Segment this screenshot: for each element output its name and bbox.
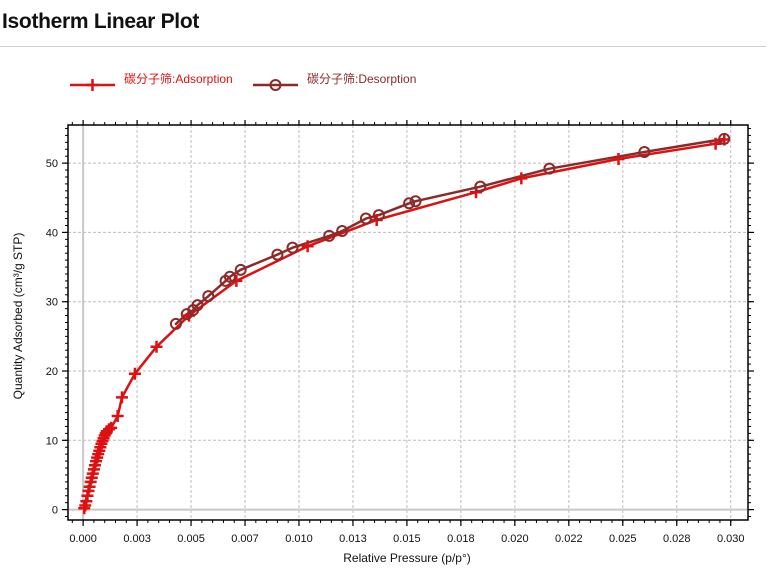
- x-axis-label: Relative Pressure (p/p°): [343, 551, 471, 565]
- page-title: Isotherm Linear Plot: [2, 10, 200, 33]
- y-tick-label: 10: [46, 435, 58, 447]
- adsorption-point: [115, 391, 128, 404]
- desorption-point: [543, 162, 556, 175]
- desorption-point: [638, 146, 651, 159]
- desorption-point: [180, 308, 193, 321]
- x-tick-label: 0.003: [123, 533, 151, 545]
- desorption-point: [718, 132, 731, 145]
- axis-ticks: [62, 120, 754, 526]
- x-tick-label: 0.028: [663, 533, 691, 545]
- legend-desorption-label: 碳分子筛:Desorption: [307, 71, 416, 86]
- adsorption-point: [128, 367, 141, 380]
- desorption-point: [271, 248, 284, 261]
- desorption-point: [202, 290, 215, 303]
- adsorption-point: [301, 240, 314, 253]
- isotherm-chart: 碳分子筛:Adsorption 碳分子筛:Desorption 0.000 0.0…: [11, 71, 754, 565]
- y-tick-label: 50: [46, 158, 58, 170]
- adsorption-point: [709, 137, 722, 150]
- legend: 碳分子筛:Adsorption 碳分子筛:Desorption: [70, 71, 416, 91]
- adsorption-point: [103, 423, 116, 436]
- y-tick-label: 30: [46, 297, 58, 309]
- y-tick-label: 0: [52, 505, 58, 517]
- desorption-point: [474, 180, 487, 193]
- legend-item-desorption[interactable]: 碳分子筛:Desorption: [253, 71, 416, 91]
- desorption-point: [409, 195, 422, 208]
- y-tick-labels: 0 10 20 30 40 50: [46, 158, 58, 516]
- desorption-point: [372, 209, 385, 222]
- legend-adsorption-label: 碳分子筛:Adsorption: [124, 71, 233, 86]
- legend-adsorption-marker: [86, 79, 99, 91]
- x-tick-label: 0.000: [69, 533, 97, 545]
- desorption-point: [336, 225, 349, 238]
- adsorption-point: [515, 172, 528, 185]
- legend-desorption-marker: [269, 79, 282, 91]
- x-tick-label: 0.007: [231, 533, 259, 545]
- adsorption-point: [150, 340, 163, 353]
- y-tick-label: 20: [46, 366, 58, 378]
- adsorption-point: [105, 421, 118, 434]
- desorption-point: [323, 229, 336, 242]
- desorption-point: [403, 197, 416, 210]
- desorption-point: [286, 241, 299, 254]
- x-tick-label: 0.013: [339, 533, 367, 545]
- x-tick-label: 0.022: [555, 533, 583, 545]
- grid-layer: [68, 125, 748, 520]
- x-tick-label: 0.010: [285, 533, 313, 545]
- desorption-point: [219, 274, 232, 287]
- series-layer: [78, 132, 731, 515]
- title-divider: [0, 46, 766, 47]
- x-tick-label: 0.015: [393, 533, 421, 545]
- desorption-point: [234, 263, 247, 276]
- x-tick-label: 0.020: [501, 533, 529, 545]
- x-tick-labels: 0.000 0.003 0.005 0.007 0.010 0.013 0.015 0.018…: [69, 533, 744, 545]
- y-tick-label: 40: [46, 227, 58, 239]
- desorption-series-line: [174, 137, 726, 326]
- adsorption-point: [612, 152, 625, 165]
- x-tick-label: 0.025: [609, 533, 637, 545]
- x-tick-label: 0.030: [717, 533, 745, 545]
- legend-item-adsorption[interactable]: 碳分子筛:Adsorption: [70, 71, 233, 91]
- plot-frame: [67, 124, 749, 521]
- desorption-point: [359, 212, 372, 225]
- y-axis-label: Quantity Adsorbed (cm³/g STP): [11, 233, 25, 400]
- x-tick-label: 0.005: [177, 533, 205, 545]
- adsorption-point: [111, 410, 124, 423]
- desorption-point: [169, 317, 182, 330]
- x-tick-label: 0.018: [447, 533, 475, 545]
